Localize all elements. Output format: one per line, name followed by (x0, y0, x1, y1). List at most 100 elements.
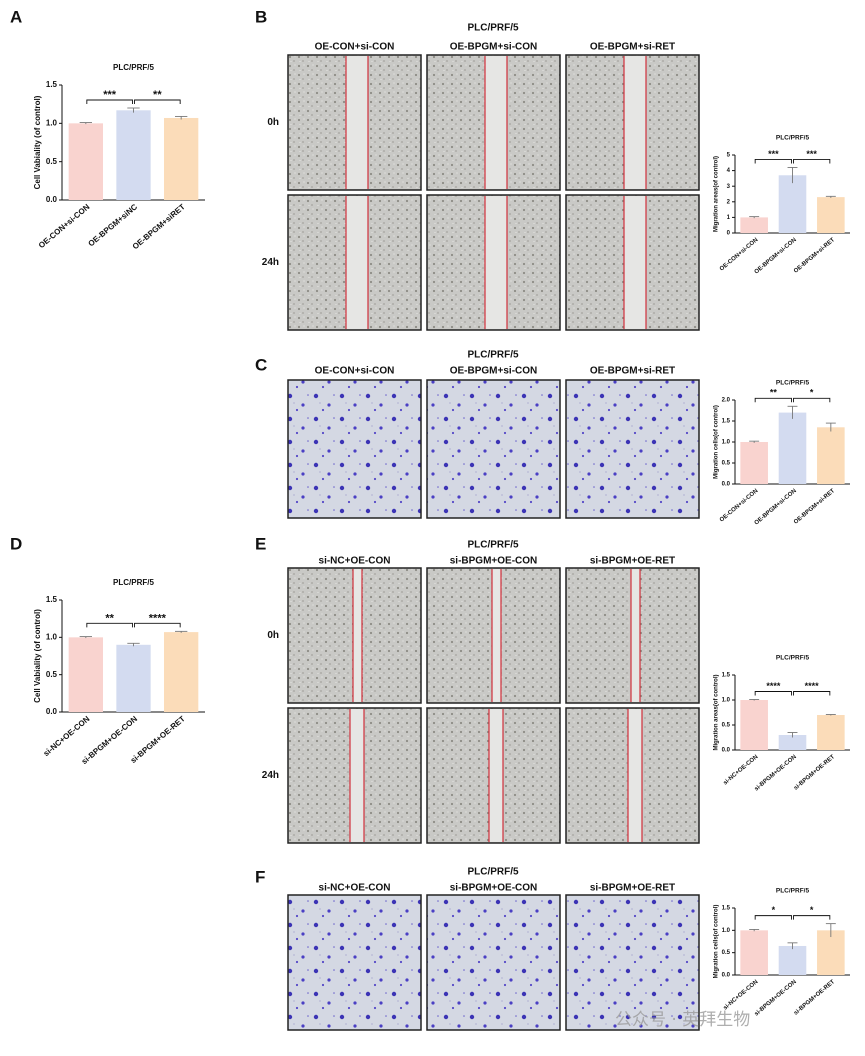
bar (116, 644, 151, 712)
bar (68, 637, 103, 712)
significance-label: *** (103, 89, 117, 101)
significance-label: ** (770, 388, 778, 398)
y-tick-label: 1.0 (722, 698, 731, 704)
chart-title: PLC/PRF/5 (113, 63, 154, 72)
y-tick-label: 1.5 (46, 80, 58, 89)
micrograph (287, 894, 422, 1031)
chart-title: PLC/PRF/5 (776, 135, 810, 142)
y-tick-label: 4 (727, 168, 731, 174)
x-tick-label: OE-BPGM+si-CON (754, 237, 798, 275)
y-tick-label: 2.0 (722, 398, 731, 404)
y-tick-label: 2 (727, 199, 731, 205)
significance-bracket (793, 915, 831, 920)
scratch-gap (631, 569, 640, 702)
scratch-gap (489, 709, 503, 842)
x-tick-label: si-BPGM+OE-CON (754, 754, 798, 792)
significance-label: * (810, 905, 814, 915)
x-tick-label: si-BPGM+OE-CON (754, 979, 798, 1017)
x-tick-label: si-NC+OE-CON (42, 714, 92, 758)
significance-label: **** (766, 681, 781, 691)
panel-letter: C (255, 355, 267, 374)
significance-bracket (793, 691, 831, 696)
bar (68, 123, 103, 200)
scratch-gap (350, 709, 364, 842)
y-tick-label: 0.5 (722, 723, 731, 729)
y-tick-label: 0.0 (722, 482, 731, 488)
row-label: 24h (262, 770, 279, 781)
bar (778, 945, 807, 975)
y-tick-label: 1.0 (722, 928, 731, 934)
scratch-gap (624, 56, 646, 189)
column-label: OE-CON+si-CON (315, 42, 395, 53)
panel-title: PLC/PRF/5 (467, 350, 519, 361)
chart-title: PLC/PRF/5 (776, 888, 810, 895)
x-tick-label: si-NC+OE-CON (723, 979, 760, 1011)
y-tick-label: 0.0 (46, 707, 58, 716)
x-tick-label: si-BPGM+OE-RET (793, 979, 836, 1017)
y-tick-label: 0.0 (46, 195, 58, 204)
y-axis-label: Migration areas(of control) (714, 674, 720, 750)
micrograph (287, 379, 422, 519)
x-tick-label: OE-CON+si-CON (37, 202, 92, 250)
x-tick-label: OE-BPGM+si-RET (793, 488, 836, 526)
y-tick-label: 1.0 (46, 118, 58, 127)
y-tick-label: 1.5 (722, 673, 731, 679)
significance-label: **** (149, 612, 167, 624)
x-tick-label: OE-BPGM+siRET (131, 202, 187, 251)
x-tick-label: OE-CON+si-CON (719, 237, 760, 272)
bar (740, 217, 768, 233)
significance-label: ** (105, 612, 114, 624)
column-label: si-BPGM+OE-CON (450, 883, 538, 894)
significance-label: * (772, 905, 776, 915)
y-axis-label: Migration cells(of control) (714, 905, 720, 979)
significance-bracket (134, 622, 181, 628)
column-label: OE-BPGM+si-CON (450, 42, 538, 53)
column-label: OE-BPGM+si-RET (590, 366, 675, 377)
y-tick-label: 0.0 (722, 748, 731, 754)
bar (740, 700, 768, 750)
y-axis-label: Migration cells(of control) (714, 405, 720, 479)
significance-label: *** (768, 149, 779, 159)
row-label: 0h (267, 630, 279, 641)
y-tick-label: 1.0 (722, 440, 731, 446)
significance-label: **** (805, 681, 820, 691)
row-label: 24h (262, 257, 279, 268)
y-tick-label: 5 (727, 153, 731, 159)
y-tick-label: 0.5 (722, 950, 731, 956)
scratch-gap (485, 56, 507, 189)
y-tick-label: 1 (727, 215, 731, 221)
panel-letter: E (255, 534, 266, 553)
scratch-gap (628, 709, 642, 842)
micrograph (565, 894, 700, 1031)
x-tick-label: OE-BPGM+siNC (87, 202, 140, 248)
significance-label: * (810, 388, 814, 398)
y-axis-label: Cell Vabiality (of control) (33, 609, 42, 703)
significance-label: ** (153, 89, 162, 101)
column-label: si-NC+OE-CON (319, 883, 391, 894)
y-tick-label: 0.5 (46, 157, 58, 166)
bar (778, 175, 807, 233)
micrograph (426, 894, 561, 1031)
y-tick-label: 0 (727, 231, 731, 237)
significance-bracket (86, 99, 133, 104)
x-tick-label: si-NC+OE-CON (723, 754, 760, 786)
y-tick-label: 1.5 (46, 595, 58, 604)
y-axis-label: Migration areas(of control) (714, 156, 720, 232)
y-tick-label: 1.5 (722, 419, 731, 425)
significance-bracket (754, 915, 792, 920)
panel-title: PLC/PRF/5 (467, 23, 519, 34)
x-tick-label: OE-CON+si-CON (719, 488, 760, 523)
significance-bracket (754, 691, 792, 696)
bar (116, 110, 151, 200)
significance-bracket (86, 622, 133, 628)
panel-title: PLC/PRF/5 (467, 867, 519, 878)
y-tick-label: 0.5 (46, 670, 58, 679)
column-label: OE-BPGM+si-CON (450, 366, 538, 377)
y-tick-label: 0.0 (722, 973, 731, 979)
bar (740, 442, 768, 484)
x-tick-label: OE-BPGM+si-RET (793, 237, 836, 275)
bar (817, 715, 845, 750)
y-tick-label: 0.5 (722, 461, 731, 467)
scratch-gap (624, 196, 646, 329)
significance-bracket (134, 99, 181, 104)
